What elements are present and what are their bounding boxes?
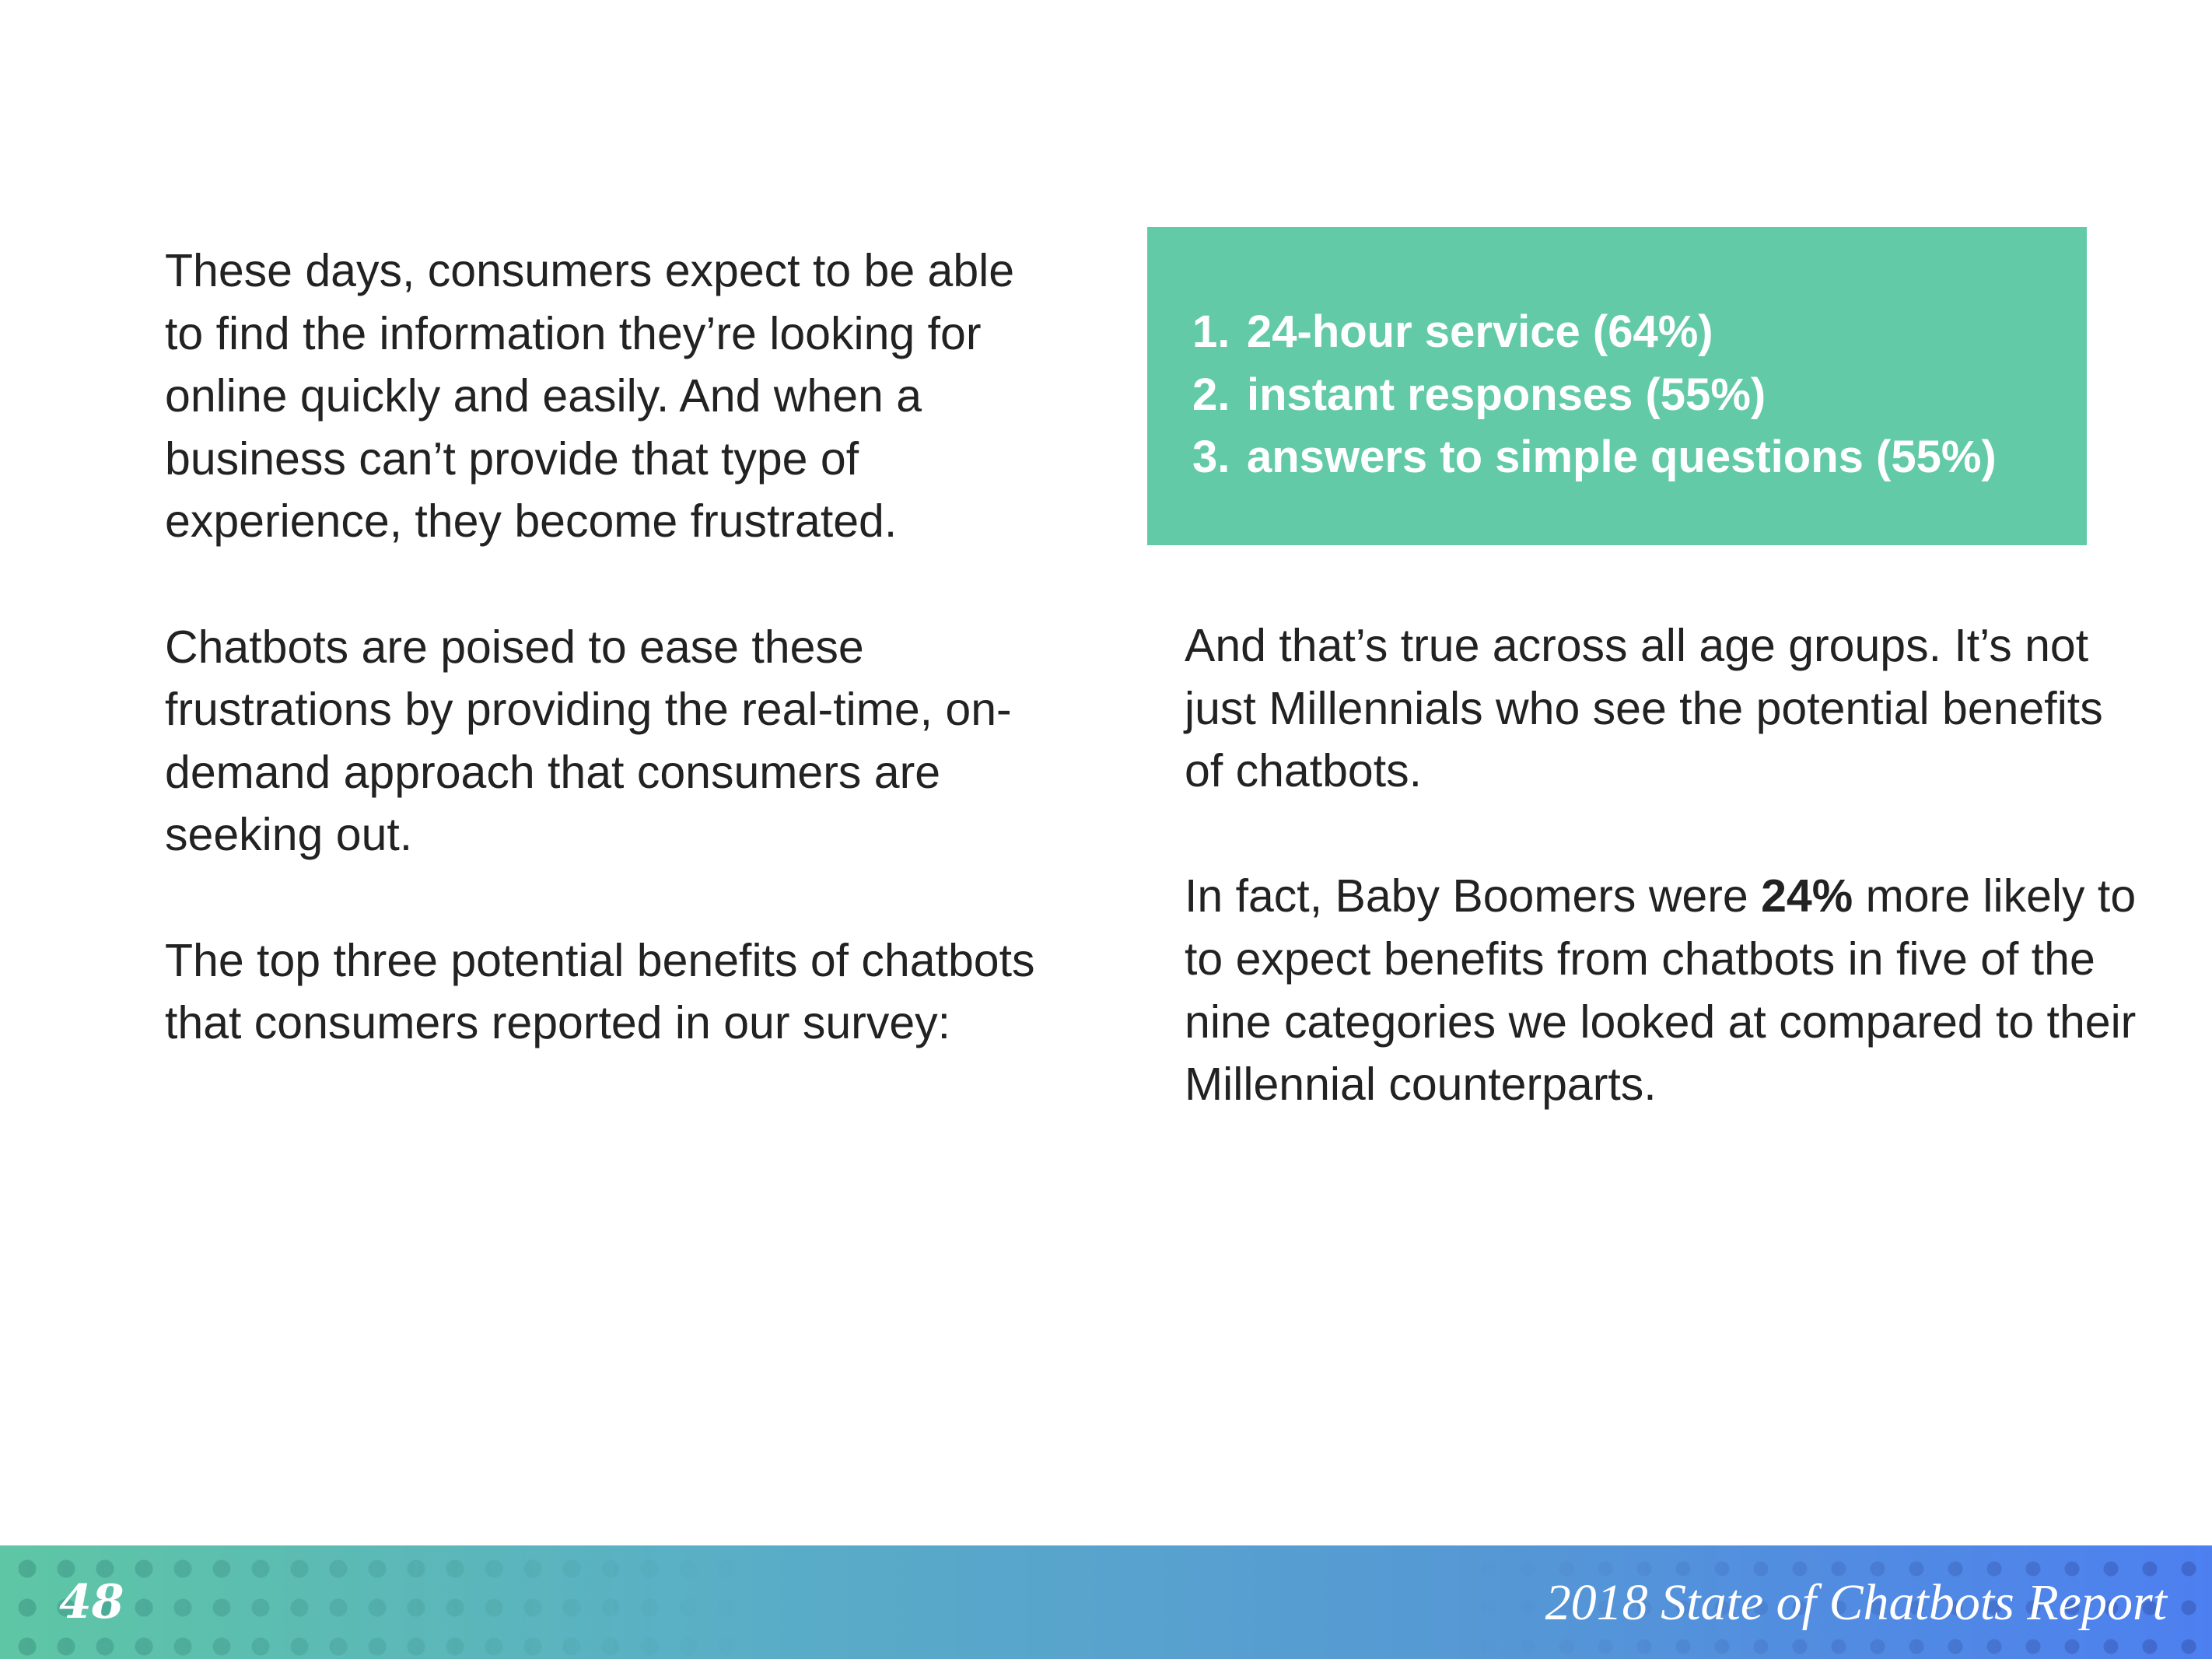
benefit-number: 1. bbox=[1192, 306, 1230, 357]
benefit-item: 3. answers to simple questions (55%) bbox=[1192, 426, 2087, 489]
report-title: 2018 State of Chatbots Report bbox=[1545, 1574, 2167, 1631]
baby-boomers-paragraph: In fact, Baby Boomers were 24% more like… bbox=[1185, 865, 2149, 1115]
benefit-item: 1. 24-hour service (64%) bbox=[1192, 301, 2087, 364]
survey-intro-paragraph: The top three potential benefits of chat… bbox=[165, 934, 1035, 1049]
benefit-item: 2. instant responses (55%) bbox=[1192, 364, 2087, 427]
footer-dot-pattern-left bbox=[0, 1545, 747, 1659]
chatbots-paragraph: Chatbots are poised to ease these frustr… bbox=[165, 621, 1012, 861]
left-column: These days, consumers expect to be able … bbox=[165, 240, 1052, 1055]
age-groups-paragraph: And that’s true across all age groups. I… bbox=[1185, 620, 2103, 797]
page-number: 48 bbox=[59, 1575, 124, 1629]
benefit-text: instant responses (55%) bbox=[1247, 369, 1766, 420]
benefits-callout: 1. 24-hour service (64%) 2. instant respon… bbox=[1147, 227, 2087, 545]
baby-boomers-text-end: more likely to to expect benefits from c… bbox=[1185, 870, 2137, 1111]
benefit-number: 2. bbox=[1192, 369, 1230, 420]
benefit-text: 24-hour service (64%) bbox=[1247, 306, 1713, 357]
footer-bar: 48 2018 State of Chatbots Report bbox=[0, 1545, 2212, 1659]
highlight-percentage: 24% bbox=[1761, 870, 1853, 922]
benefits-list: 1. 24-hour service (64%) 2. instant respon… bbox=[1192, 301, 2087, 489]
baby-boomers-text-start: In fact, Baby Boomers were bbox=[1185, 870, 1762, 922]
right-column: And that’s true across all age groups. I… bbox=[1185, 614, 2149, 1116]
footer-dot-pattern-right bbox=[1465, 1545, 2212, 1659]
benefit-text: answers to simple questions (55%) bbox=[1247, 432, 1997, 483]
intro-paragraph: These days, consumers expect to be able … bbox=[165, 245, 1015, 548]
benefit-number: 3. bbox=[1192, 432, 1230, 483]
